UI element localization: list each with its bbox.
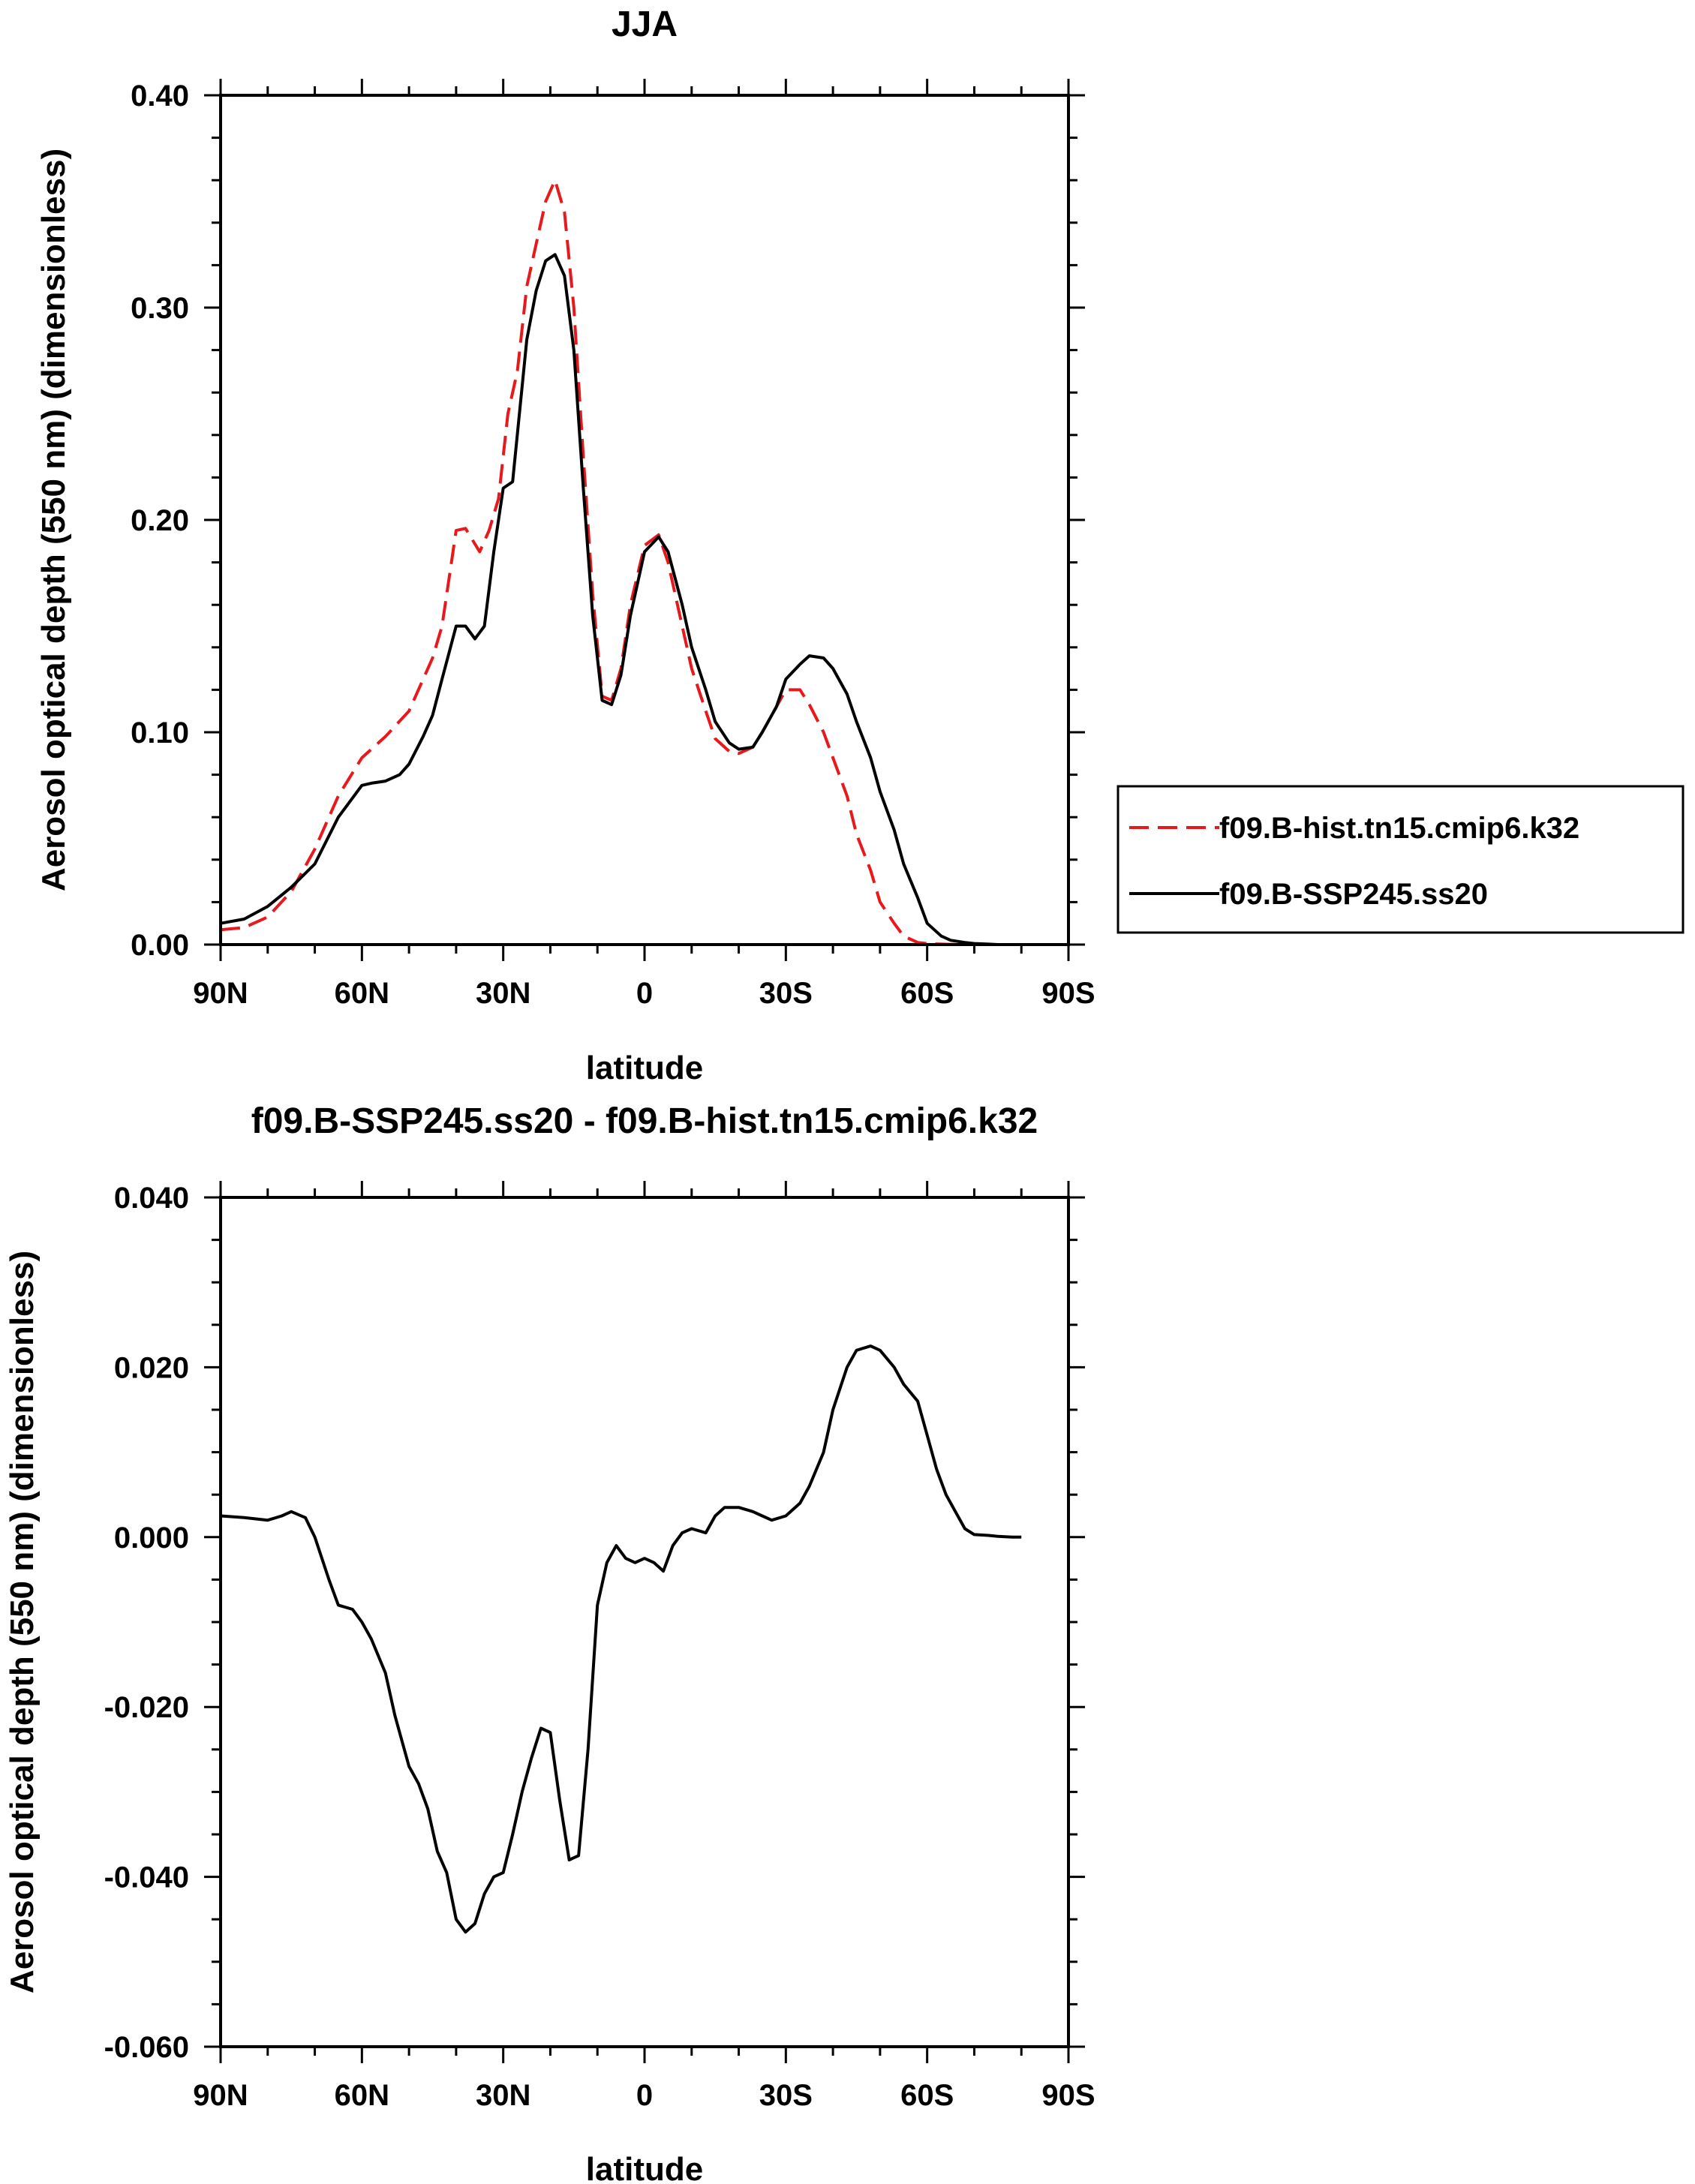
legend-label-ssp245: f09.B-SSP245.ss20 <box>1219 878 1488 911</box>
top-y-axis-title: Aerosol optical depth (550 nm) (dimensio… <box>35 149 72 891</box>
y-tick-label: 0.020 <box>114 1351 189 1384</box>
bottom-panel: f09.B-SSP245.ss20 - f09.B-hist.tn15.cmip… <box>4 1101 1095 2184</box>
legend-box <box>1116 785 1684 934</box>
x-tick-label: 60N <box>335 2079 389 2112</box>
y-tick-label: 0.10 <box>131 716 189 750</box>
bottom-y-axis-title: Aerosol optical depth (550 nm) (dimensio… <box>4 1251 41 1993</box>
bottom-y-ticks: -0.060 -0.040 -0.020 0.000 0.020 0.040 <box>104 1182 1085 2064</box>
x-tick-label: 90N <box>193 977 248 1010</box>
x-tick-label: 90S <box>1041 977 1095 1010</box>
bottom-x-axis-title: latitude <box>586 2151 703 2184</box>
y-tick-label: -0.040 <box>104 1861 189 1894</box>
x-tick-label: 60S <box>900 977 954 1010</box>
legend: f09.B-hist.tn15.cmip6.k32 f09.B-SSP245.s… <box>1116 785 1684 934</box>
y-tick-label: 0.40 <box>131 80 189 113</box>
legend-label-hist: f09.B-hist.tn15.cmip6.k32 <box>1219 812 1579 845</box>
top-x-ticks: 90N 60N 30N 0 30S 60S 90S <box>193 79 1095 1010</box>
bottom-x-ticks: 90N 60N 30N 0 30S 60S 90S <box>193 1181 1095 2112</box>
bottom-title: f09.B-SSP245.ss20 - f09.B-hist.tn15.cmip… <box>251 1101 1038 1141</box>
y-tick-label: 0.040 <box>114 1182 189 1215</box>
y-tick-label: 0.00 <box>131 929 189 962</box>
y-tick-label: 0.20 <box>131 504 189 537</box>
x-tick-label: 0 <box>636 2079 653 2112</box>
y-tick-label: 0.30 <box>131 292 189 325</box>
top-x-axis-title: latitude <box>586 1050 703 1086</box>
x-tick-label: 30S <box>759 2079 813 2112</box>
bottom-plot-frame <box>219 1196 1070 2048</box>
x-tick-label: 90N <box>193 2079 248 2112</box>
y-tick-label: -0.020 <box>104 1691 189 1724</box>
series-line-0-1 <box>220 253 1022 946</box>
series-line-1-0 <box>220 1344 1022 1934</box>
top-title: JJA <box>612 5 678 44</box>
x-tick-label: 60S <box>900 2079 954 2112</box>
x-tick-label: 30S <box>759 977 813 1010</box>
series-line-0-0 <box>220 179 1022 946</box>
top-curves <box>220 179 1022 946</box>
x-tick-label: 30N <box>476 2079 530 2112</box>
x-tick-label: 90S <box>1041 2079 1095 2112</box>
bottom-curves <box>220 1344 1022 1934</box>
y-tick-label: 0.000 <box>114 1522 189 1555</box>
x-tick-label: 30N <box>476 977 530 1010</box>
top-panel: JJA 90N 60N 30N 0 30S 60S 90S 0.00 0.10 0.20 0.30… <box>35 5 1684 1086</box>
top-y-ticks: 0.00 0.10 0.20 0.30 0.40 <box>131 80 1085 962</box>
x-tick-label: 60N <box>335 977 389 1010</box>
y-tick-label: -0.060 <box>104 2031 189 2064</box>
x-tick-label: 0 <box>636 977 653 1010</box>
top-plot-frame <box>219 94 1070 946</box>
